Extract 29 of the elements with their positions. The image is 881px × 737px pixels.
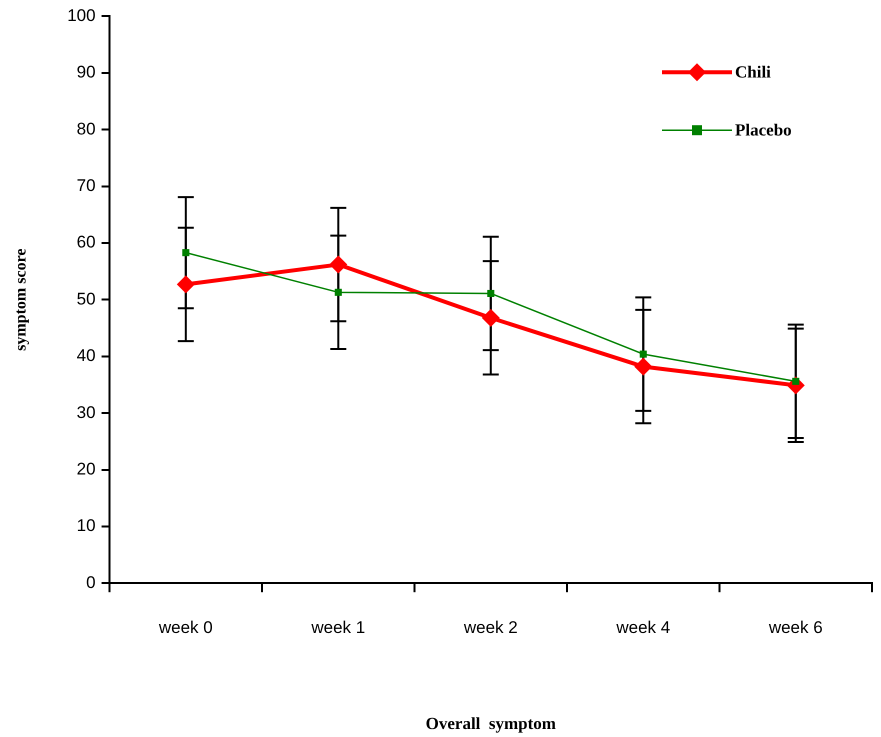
y-tick-label: 70 <box>76 176 96 195</box>
y-tick-label: 0 <box>86 572 96 592</box>
x-tick-label: week 1 <box>310 618 366 638</box>
point <box>482 308 500 327</box>
point <box>334 288 342 296</box>
y-axis-title: symptom score <box>12 248 30 351</box>
y-tick-label: 90 <box>76 62 96 82</box>
point <box>634 358 652 376</box>
y-tick-label: 50 <box>76 289 96 308</box>
x-tick-label: week 0 <box>158 618 213 638</box>
y-tick-label: 30 <box>76 402 96 422</box>
y-tick-label: 100 <box>67 6 96 25</box>
point <box>182 249 190 256</box>
y-tick-label: 60 <box>76 232 96 252</box>
point <box>792 378 800 385</box>
point <box>329 256 348 274</box>
y-tick-label: 40 <box>76 346 96 366</box>
y-tick-label: 80 <box>76 119 96 138</box>
x-tick-label: week 4 <box>615 618 670 638</box>
legend-label: Chili <box>735 62 772 82</box>
x-tick-label: week 6 <box>768 618 823 638</box>
point <box>487 290 494 297</box>
point <box>176 275 195 294</box>
x-axis-title: Overall symptom <box>426 714 556 734</box>
point <box>640 350 647 358</box>
legend-label: Placebo <box>735 120 792 140</box>
y-tick-label: 20 <box>76 459 96 478</box>
x-tick-label: week 2 <box>462 618 518 638</box>
y-tick-label: 10 <box>76 516 96 536</box>
